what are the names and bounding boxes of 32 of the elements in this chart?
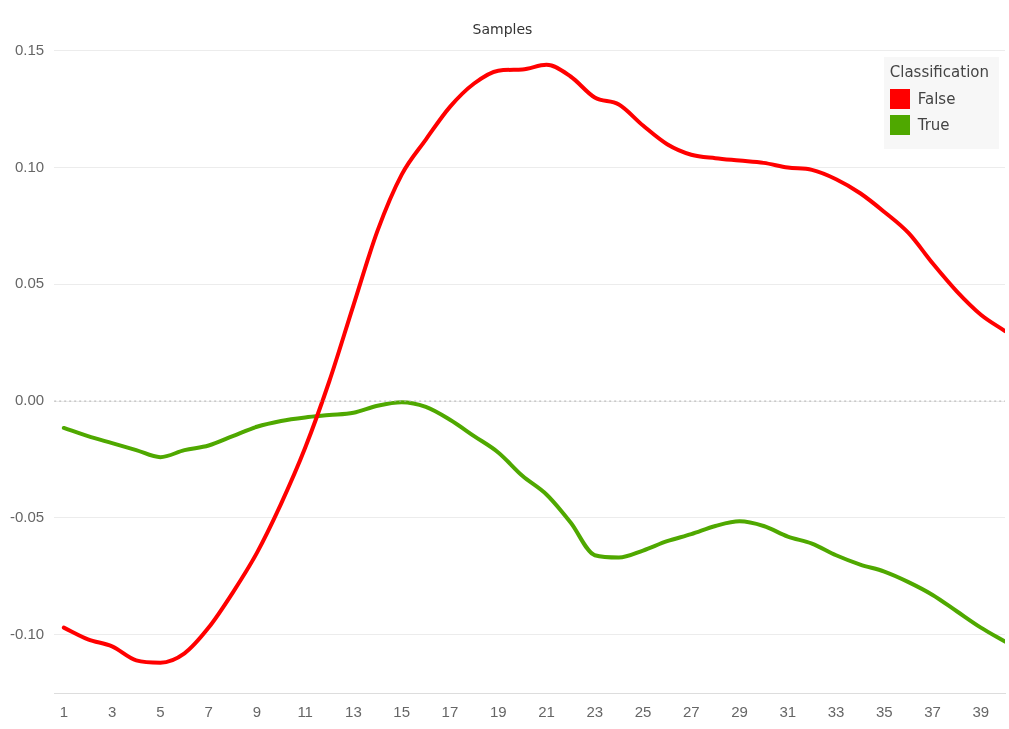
legend-label: False bbox=[917, 89, 956, 108]
x-tick-label: 31 bbox=[779, 703, 797, 721]
x-tick-label: 1 bbox=[59, 703, 69, 721]
x-tick-label: 11 bbox=[297, 703, 313, 721]
x-tick-label: 9 bbox=[252, 703, 262, 721]
legend-title: Classification bbox=[889, 62, 989, 81]
x-tick-label: 25 bbox=[634, 703, 652, 721]
x-tick-label: 29 bbox=[731, 703, 748, 721]
x-tick-label: 15 bbox=[393, 703, 411, 721]
legend-label: True bbox=[917, 115, 950, 134]
y-tick-label: 0.15 bbox=[14, 40, 45, 58]
x-tick-label: 39 bbox=[972, 703, 990, 721]
x-tick-label: 3 bbox=[107, 703, 117, 721]
x-tick-label: 13 bbox=[345, 703, 362, 721]
x-tick-label: 19 bbox=[489, 703, 507, 721]
x-tick-label: 27 bbox=[682, 703, 700, 721]
x-tick-label: 23 bbox=[586, 703, 604, 721]
y-tick-label: 0.10 bbox=[14, 157, 45, 175]
x-tick-label: 35 bbox=[875, 703, 893, 721]
chart-title: Samples bbox=[472, 21, 533, 38]
y-tick-label: 0.05 bbox=[14, 274, 45, 292]
x-tick-label: 33 bbox=[827, 703, 845, 721]
line-series bbox=[61, 62, 1005, 665]
x-tick-label: 37 bbox=[924, 703, 941, 721]
y-tick-label: -0.05 bbox=[9, 508, 45, 525]
x-tick-label: 7 bbox=[204, 703, 213, 721]
y-tick-label: -0.10 bbox=[9, 624, 45, 642]
y-tick-label: 0.00 bbox=[14, 391, 45, 409]
x-tick-label: 5 bbox=[156, 703, 165, 721]
x-tick-label: 21 bbox=[538, 703, 555, 721]
x-tick-label: 17 bbox=[441, 703, 459, 721]
line-series bbox=[61, 400, 1005, 644]
